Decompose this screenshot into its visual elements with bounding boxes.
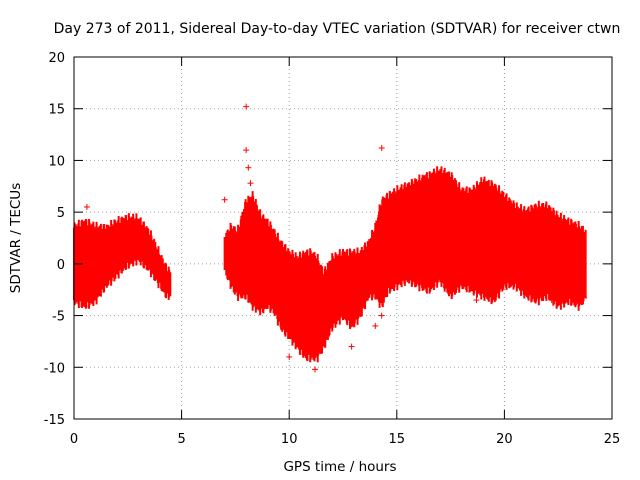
y-tick-label: -5 xyxy=(52,310,65,325)
data-layer xyxy=(73,103,588,373)
y-axis-label: SDTVAR / TECUs xyxy=(8,183,24,293)
chart-title: Day 273 of 2011, Sidereal Day-to-day VTE… xyxy=(54,21,621,37)
x-tick-label: 0 xyxy=(70,432,78,447)
x-tick-label: 15 xyxy=(389,432,406,447)
y-tick-label: 0 xyxy=(57,258,65,273)
y-tick-label: 5 xyxy=(57,206,65,221)
y-tick-label: 20 xyxy=(48,51,65,66)
y-tick-label: -10 xyxy=(44,361,65,376)
ticks: -15 -10 -5 0 5 10 15 20 0 5 10 15 20 25 xyxy=(44,51,621,447)
x-tick-label: 5 xyxy=(177,432,185,447)
x-tick-label: 10 xyxy=(281,432,298,447)
y-tick-label: 15 xyxy=(48,103,65,118)
y-tick-label: -15 xyxy=(44,413,65,428)
x-axis-label: GPS time / hours xyxy=(283,459,396,475)
x-tick-label: 20 xyxy=(496,432,513,447)
plot-frame xyxy=(73,56,613,420)
x-tick-label: 25 xyxy=(604,432,621,447)
y-tick-label: 10 xyxy=(48,154,65,169)
